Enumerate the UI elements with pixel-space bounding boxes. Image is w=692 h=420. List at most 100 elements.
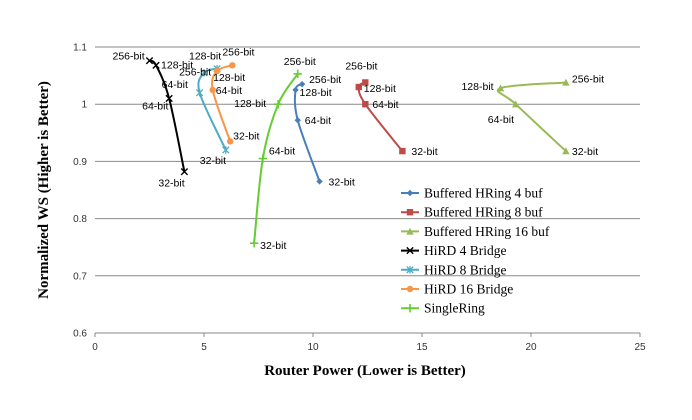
data-point — [226, 138, 234, 145]
legend-marker — [406, 285, 414, 293]
data-point — [165, 94, 173, 103]
y-tick-label: 1.1 — [73, 43, 87, 54]
data-point — [562, 78, 570, 86]
data-point — [496, 84, 505, 92]
legend-item: HiRD 4 Bridge — [401, 243, 507, 258]
data-point — [298, 80, 306, 88]
series-hird-4-bridge — [145, 57, 189, 176]
data-point — [209, 86, 216, 94]
x-tick-label: 15 — [416, 342, 428, 353]
point-label: 32-bit — [260, 240, 286, 252]
point-label: 256-bit — [222, 46, 254, 58]
x-tick-label: 10 — [307, 342, 319, 353]
y-tick-label: 0.6 — [73, 329, 87, 340]
data-point — [258, 154, 268, 163]
point-label: 128-bit — [364, 83, 396, 95]
legend-item: SingleRing — [401, 301, 485, 316]
data-point — [362, 79, 369, 86]
legend-item: HiRD 8 Bridge — [401, 262, 507, 277]
point-label: 32-bit — [200, 155, 226, 167]
series-line — [496, 81, 567, 152]
gridlines — [95, 46, 640, 277]
point-label: 128-bit — [300, 87, 332, 99]
series-line — [211, 64, 233, 142]
data-point — [195, 89, 204, 97]
series-buffered-hring-4-buf — [292, 80, 323, 185]
legend-item: Buffered HRing 16 buf — [401, 224, 550, 239]
data-point — [399, 147, 406, 155]
point-label: 128-bit — [234, 98, 266, 110]
legend-label: HiRD 4 Bridge — [424, 243, 507, 258]
data-point — [213, 67, 221, 75]
legend-item: Buffered HRing 4 buf — [401, 186, 543, 201]
series-line — [253, 73, 299, 244]
data-point — [294, 117, 301, 124]
data-point — [316, 178, 323, 185]
y-tick-label: 0.9 — [73, 157, 87, 168]
point-label: 64-bit — [142, 100, 168, 112]
legend: Buffered HRing 4 buf Buffered HRing 8 buf… — [401, 186, 550, 316]
series-line — [148, 59, 186, 172]
point-label: 64-bit — [269, 146, 295, 158]
legend-label: Buffered HRing 8 buf — [424, 205, 543, 220]
legend-label: HiRD 8 Bridge — [424, 262, 507, 277]
series-buffered-hring-16-buf — [496, 78, 570, 155]
point-label: 64-bit — [305, 115, 331, 127]
data-point — [249, 238, 259, 248]
point-label: 256-bit — [345, 60, 377, 72]
point-label: 256-bit — [113, 51, 145, 63]
legend-item: HiRD 16 Bridge — [401, 282, 513, 297]
point-label: 32-bit — [158, 178, 184, 190]
x-tick-label: 5 — [201, 342, 207, 353]
data-point — [512, 100, 520, 108]
point-label: 32-bit — [329, 176, 355, 188]
data-point — [292, 86, 299, 94]
data-point — [152, 61, 160, 69]
point-label: 128-bit — [161, 59, 193, 71]
legend-marker — [406, 266, 414, 274]
legend-label: Buffered HRing 16 buf — [424, 224, 550, 239]
legend-marker — [406, 246, 414, 255]
axes — [94, 332, 641, 337]
data-point — [355, 83, 362, 91]
x-axis-title: Router Power (Lower is Better) — [264, 363, 466, 379]
legend-label: HiRD 16 Bridge — [424, 282, 513, 297]
legend-marker — [406, 189, 414, 197]
series-singlering — [249, 69, 302, 248]
legend-label: SingleRing — [424, 301, 485, 316]
y-tick-label: 0.8 — [73, 214, 87, 225]
point-labels: 32-bit64-bit128-bit256-bit32-bit64-bit12… — [113, 46, 605, 252]
data-point — [180, 168, 189, 176]
legend-label: Buffered HRing 4 buf — [424, 186, 543, 201]
data-point — [222, 146, 230, 154]
data-point — [200, 69, 208, 77]
point-label: 256-bit — [309, 74, 341, 86]
point-label: 32-bit — [411, 146, 437, 158]
point-label: 128-bit — [461, 81, 493, 93]
data-point — [362, 101, 369, 108]
point-label: 64-bit — [216, 85, 242, 97]
y-tick-label: 1 — [81, 100, 87, 111]
series-line — [357, 81, 404, 152]
data-point — [273, 100, 283, 109]
point-label: 128-bit — [189, 51, 221, 63]
series-buffered-hring-8-buf — [355, 79, 406, 155]
data-point — [562, 147, 570, 155]
point-label: 128-bit — [213, 72, 245, 84]
x-tick-label: 0 — [92, 342, 98, 353]
legend-marker — [406, 227, 414, 235]
data-point — [229, 62, 236, 69]
series-line — [293, 83, 321, 182]
tick-labels: 0.6 0.7 0.8 0.9 1 1.1 0 5 10 15 20 25 — [73, 43, 646, 354]
point-label: 64-bit — [162, 79, 188, 91]
legend-marker — [406, 209, 414, 216]
y-tick-label: 0.7 — [73, 271, 87, 282]
series-hird-16-bridge — [209, 62, 236, 145]
point-label: 256-bit — [572, 73, 604, 85]
x-tick-label: 20 — [525, 342, 537, 353]
series-line — [197, 67, 227, 151]
x-tick-label: 25 — [634, 342, 646, 353]
series-layer — [145, 57, 570, 248]
point-label: 256-bit — [284, 56, 316, 68]
